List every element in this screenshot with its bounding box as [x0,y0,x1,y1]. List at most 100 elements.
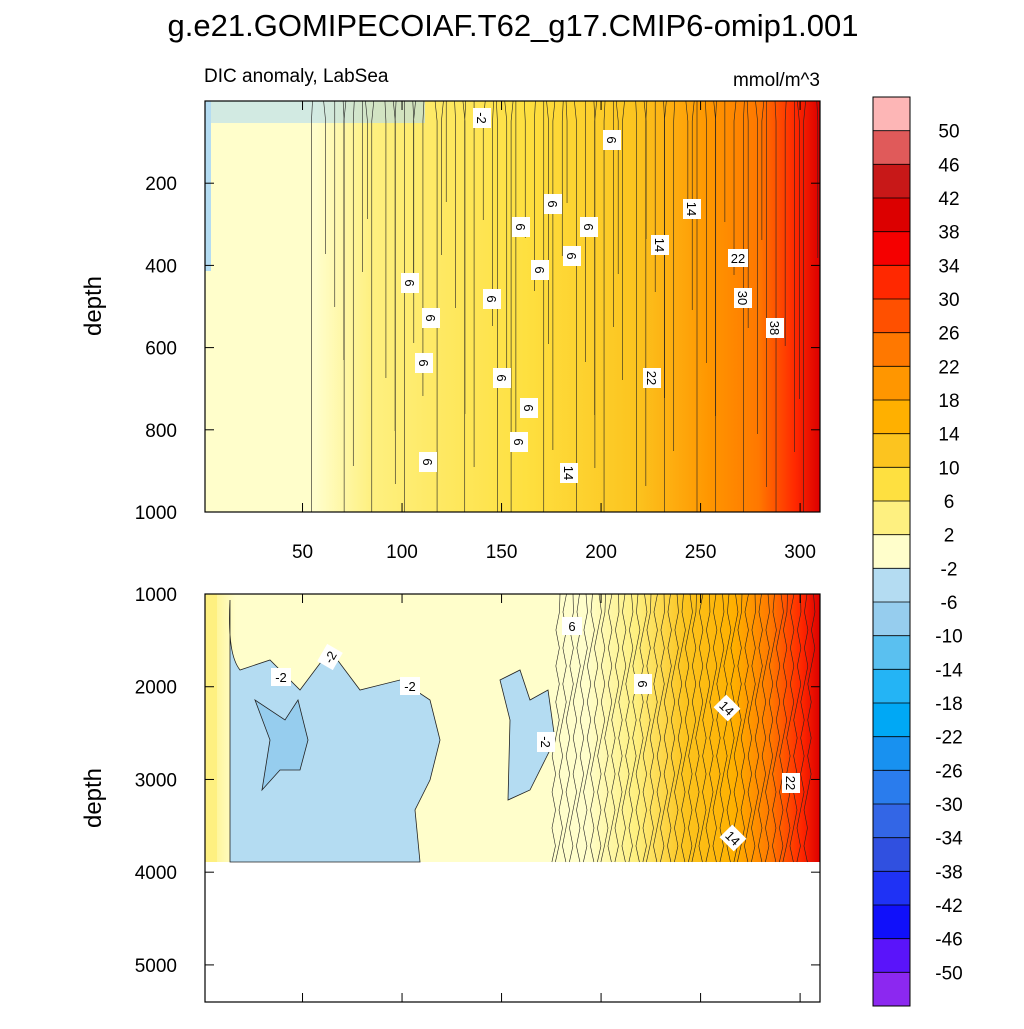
colorbar-swatch [873,501,910,536]
lower-negative-region-left [229,599,441,863]
upper-contour-line [603,100,606,512]
lower-contour-label: 22 [782,773,800,793]
colorbar-tick-label: 42 [938,189,959,210]
lower-deep-negative-core [254,698,309,792]
lower-contour-label-text: 6 [568,619,575,634]
lower-contour-labels: -2 -2 -2 -2 6 6 14 22 14 [271,617,800,852]
upper-contour-lines [311,100,819,512]
lower-contour-line [733,593,743,863]
lower-contour-label-bg [537,732,555,752]
lower-contour-line [737,593,749,863]
upper-contour-label-text: 30 [735,291,750,305]
upper-contour-label-bg [510,432,528,452]
lower-contour-line [782,593,795,863]
upper-contour-line [643,100,647,239]
lower-y-tick-label: 5000 [135,956,177,977]
lower-contour-line [698,593,711,863]
upper-contour-label-bg [651,235,669,255]
upper-contour-label: 6 [520,398,538,418]
upper-contour-label-text: 6 [494,374,509,381]
colorbar-swatch [873,703,910,738]
upper-x-tick-label: 250 [685,542,717,563]
upper-x-tick-label: 100 [386,542,418,563]
upper-contour-label-bg [531,260,549,280]
lower-contour-line [779,593,788,863]
upper-contour-line [743,100,745,512]
upper-y-tick-label: 200 [145,174,177,195]
upper-contour-label-text: 6 [521,404,536,411]
upper-contour-label-text: 6 [416,359,431,366]
lower-y-tick-label: 3000 [135,770,177,791]
upper-frame [204,100,821,513]
colorbar-swatch [873,905,910,940]
colorbar-swatch [873,635,910,670]
upper-contour-line [673,100,676,451]
upper-contour-line [755,100,758,434]
lower-contour-line [765,593,777,863]
upper-contour-label-bg [483,289,501,309]
lower-contour-label-bg [719,824,747,852]
colorbar-swatch [873,568,910,603]
colorbar-tick-label: -50 [935,963,962,984]
upper-contour-line [496,100,498,512]
upper-contour-label: 6 [415,353,433,373]
colorbar-swatch [873,938,910,973]
lower-contour-label: 6 [634,674,652,694]
upper-contour-line [784,100,787,346]
colorbar-tick-label: 34 [938,256,960,277]
upper-contour-label-text: 6 [423,314,438,321]
upper-contour-label-text: 22 [731,251,745,266]
upper-contour-label: 6 [419,452,437,472]
upper-contour-label-bg [419,452,437,472]
upper-y-tick-label: 1000 [135,503,177,524]
colorbar-tick-label: -22 [935,728,962,749]
colorbar-swatch [873,231,910,266]
colorbar-swatch [873,871,910,906]
colorbar-tick-label: 10 [938,458,959,479]
colorbar-tick-label: 38 [938,223,959,244]
lower-contour-label: 6 [562,617,582,635]
upper-surface-anomaly [205,101,425,123]
upper-contour-label: 30 [734,288,752,308]
upper-contour-label: 22 [643,368,661,388]
lower-contour-line [744,593,756,863]
lower-contour-label-text: -2 [404,679,416,694]
lower-contour-label-text: -2 [538,736,553,748]
upper-contour-label: 6 [580,217,598,237]
upper-contour-line [504,100,508,379]
colorbar-tick-label: 26 [938,324,959,345]
upper-contour-label: 6 [483,289,501,309]
colorbar-swatch [873,837,910,872]
lower-contour-label: -2 [317,643,343,671]
upper-contour-label-text: 22 [644,371,659,385]
lower-contour-line [628,593,641,863]
lower-left-edge-band [205,594,217,862]
lower-frame [204,593,821,1003]
lower-contour-line [712,593,725,863]
colorbar-swatch [873,332,910,367]
colorbar-swatch [873,804,910,839]
lower-axes: 1000 2000 3000 4000 5000 [135,585,820,1002]
lower-contour-line [751,593,763,863]
upper-contour-line [371,100,375,512]
colorbar-swatch [873,299,910,334]
colorbar-swatch [873,198,910,233]
upper-contour-label-bg [603,130,621,150]
colorbar-tick-label: -42 [935,896,962,917]
lower-contour-line [635,593,648,863]
upper-contour-label-bg [580,217,598,237]
lower-contour-line [607,593,620,863]
upper-contour-label-text: 14 [561,466,576,480]
lower-y-tick-label: 1000 [135,585,177,606]
upper-contour-label: 6 [401,273,419,293]
upper-contour-label-text: 6 [484,295,499,302]
lower-contour-label-text: 6 [635,680,650,687]
lower-contour-lines [551,593,816,863]
upper-contour-line [552,100,556,450]
upper-contour-label: 6 [422,308,440,328]
lower-contour-line [597,593,606,863]
lower-y-label: depth [80,768,107,828]
colorbar-frame [872,96,911,1007]
lower-contour-line [772,593,784,863]
